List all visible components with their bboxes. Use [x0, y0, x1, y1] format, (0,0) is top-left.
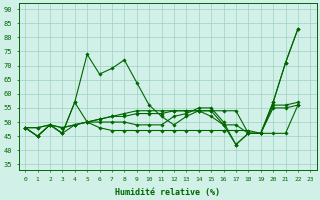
X-axis label: Humidité relative (%): Humidité relative (%): [115, 188, 220, 197]
